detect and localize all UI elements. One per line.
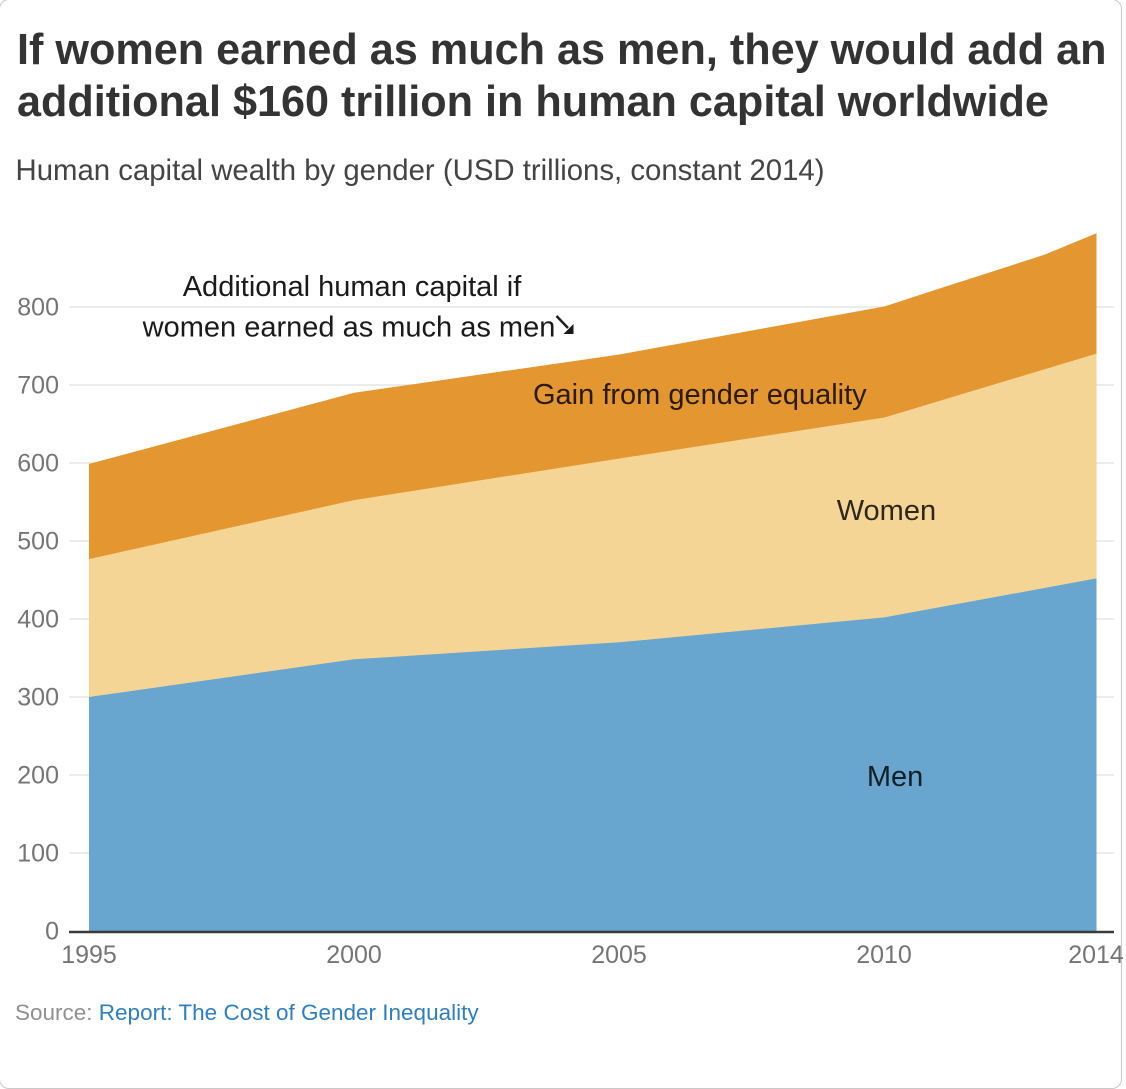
svg-text:800: 800 <box>17 294 59 322</box>
svg-text:700: 700 <box>17 372 59 400</box>
svg-text:500: 500 <box>17 528 59 556</box>
svg-text:200: 200 <box>17 762 59 790</box>
svg-text:400: 400 <box>17 606 59 634</box>
svg-text:600: 600 <box>17 450 59 478</box>
svg-text:women earned as much as men: women earned as much as men <box>142 312 556 344</box>
svg-text:300: 300 <box>17 684 59 712</box>
svg-text:2005: 2005 <box>591 941 647 969</box>
svg-text:Additional human capital if: Additional human capital if <box>183 271 522 303</box>
svg-text:100: 100 <box>17 840 59 868</box>
svg-text:2014: 2014 <box>1068 941 1124 969</box>
svg-text:2010: 2010 <box>856 941 912 969</box>
svg-text:Gain from gender equality: Gain from gender equality <box>533 379 867 411</box>
svg-text:Women: Women <box>837 495 936 527</box>
svg-text:1995: 1995 <box>61 941 117 969</box>
svg-text:0: 0 <box>45 918 59 946</box>
svg-text:Men: Men <box>867 761 923 793</box>
svg-text:2000: 2000 <box>326 941 382 969</box>
